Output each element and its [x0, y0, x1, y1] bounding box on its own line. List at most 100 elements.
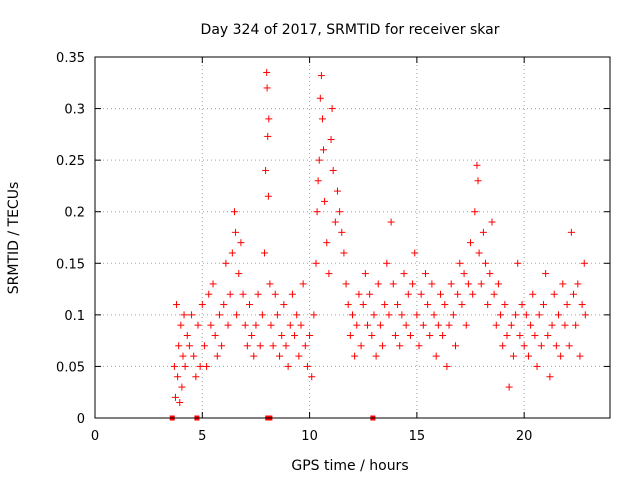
data-point: [514, 259, 522, 267]
y-tick-label: 0.25: [56, 154, 85, 169]
data-point: [355, 290, 363, 298]
data-point: [267, 321, 275, 329]
data-point: [321, 197, 329, 205]
data-point: [252, 321, 260, 329]
data-point: [246, 301, 253, 309]
data-point: [428, 280, 436, 288]
data-point: [318, 115, 326, 123]
data-point: [385, 311, 393, 319]
data-point: [524, 352, 532, 360]
data-point: [262, 166, 270, 174]
data-point: [396, 342, 404, 350]
data-point: [329, 166, 337, 174]
y-tick-labels: 0 0.05 0.1 0.15 0.2 0.25 0.3 0.35: [56, 51, 85, 427]
data-point: [351, 352, 359, 360]
data-point: [449, 311, 457, 319]
x-tick-label: 10: [301, 429, 318, 444]
data-point: [344, 301, 352, 309]
data-point: [539, 301, 547, 309]
x-tick-label: 20: [516, 429, 533, 444]
data-point: [471, 208, 479, 216]
data-point: [379, 342, 387, 350]
data-point: [196, 362, 204, 370]
data-point: [357, 342, 365, 350]
data-point: [346, 331, 354, 339]
data-point: [336, 208, 344, 216]
data-point: [237, 239, 245, 247]
data-point: [269, 342, 277, 350]
y-tick-label: 0.35: [56, 51, 85, 66]
data-point: [406, 331, 414, 339]
data-point: [441, 301, 449, 309]
data-point: [222, 259, 230, 267]
data-point: [359, 301, 367, 309]
data-point: [200, 342, 208, 350]
data-point: [477, 280, 485, 288]
data-point: [315, 156, 323, 164]
data-point: [578, 301, 586, 309]
data-point: [265, 115, 273, 123]
data-point: [239, 290, 247, 298]
data-point: [215, 311, 223, 319]
data-point: [233, 311, 241, 319]
data-point: [398, 311, 406, 319]
data-point: [226, 290, 234, 298]
data-point: [533, 362, 541, 370]
data-point: [443, 362, 451, 370]
data-point: [456, 259, 464, 267]
data-point: [188, 311, 196, 319]
data-point: [194, 321, 202, 329]
data-point: [479, 228, 487, 236]
data-point: [404, 290, 412, 298]
data-point: [462, 321, 470, 329]
data-point: [445, 321, 453, 329]
data-point: [490, 290, 498, 298]
data-point: [436, 290, 444, 298]
data-point: [171, 393, 179, 401]
data-point: [374, 280, 382, 288]
data-point: [542, 270, 550, 278]
x-tick-labels: 0 5 10 15 20: [91, 429, 533, 444]
data-point: [303, 362, 311, 370]
data-point: [520, 342, 528, 350]
data-point: [349, 311, 356, 319]
data-point: [170, 362, 178, 370]
data-point: [572, 321, 580, 329]
data-point: [411, 249, 419, 257]
data-point: [207, 321, 215, 329]
data-point: [497, 311, 505, 319]
data-point: [220, 301, 228, 309]
data-point: [516, 331, 524, 339]
x-tick-label: 5: [198, 429, 206, 444]
data-point: [243, 342, 251, 350]
data-point: [250, 352, 258, 360]
data-point: [531, 331, 539, 339]
data-point: [552, 342, 560, 350]
data-point: [258, 311, 266, 319]
data-point: [316, 94, 324, 102]
data-point: [293, 311, 301, 319]
data-point: [248, 331, 256, 339]
y-axis-label: SRMTID / TECUs: [6, 182, 22, 295]
data-point: [527, 321, 535, 329]
data-point: [306, 331, 314, 339]
data-point: [271, 290, 279, 298]
tick-marks: [94, 56, 610, 419]
data-point: [499, 342, 507, 350]
data-point: [559, 280, 567, 288]
data-point: [314, 177, 322, 185]
data-point: [361, 270, 369, 278]
data-point: [288, 290, 296, 298]
data-point: [256, 342, 264, 350]
data-point: [297, 321, 305, 329]
data-point: [266, 280, 274, 288]
data-point: [550, 290, 558, 298]
data-point: [209, 280, 217, 288]
data-point: [312, 259, 320, 267]
data-point: [235, 270, 243, 278]
data-point: [338, 228, 346, 236]
data-point: [574, 280, 582, 288]
data-point: [232, 228, 240, 236]
data-point: [254, 290, 262, 298]
